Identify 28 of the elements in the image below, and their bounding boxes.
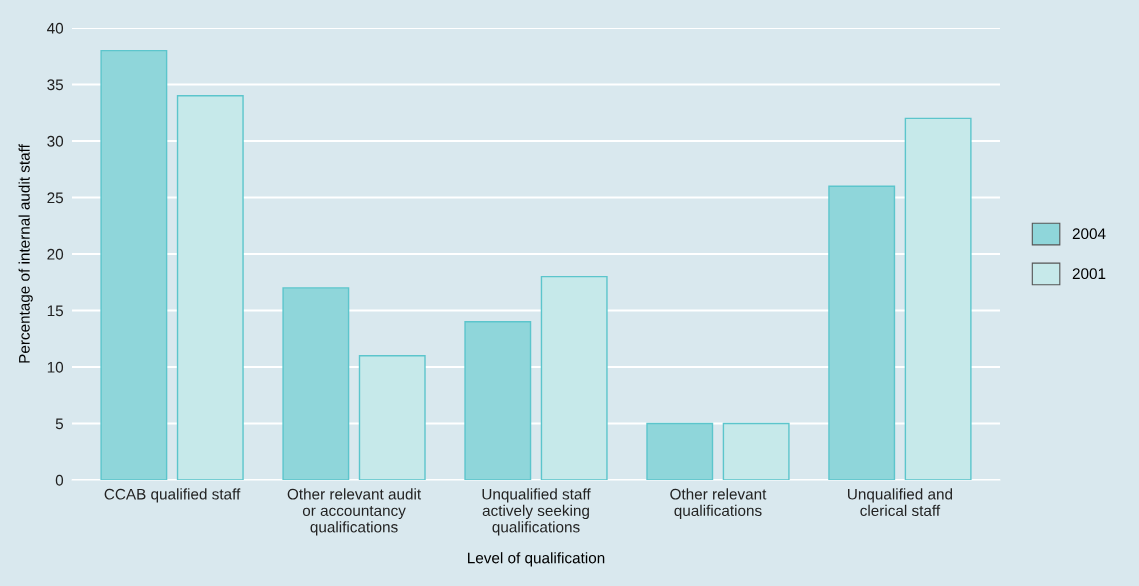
x-tick-label: Other relevant audit or accountancy qualifications (287, 488, 422, 536)
y-tick-label: 25 (47, 192, 64, 204)
x-tick-label: Unqualified staff actively seeking qualifications (482, 488, 591, 536)
bar (828, 185, 896, 480)
y-axis-title: Percentage of internal audit staff (18, 144, 33, 363)
y-tick-label: 20 (47, 248, 64, 260)
x-tick-label: CCAB qualified staff (104, 488, 241, 503)
bar (464, 321, 532, 480)
bar (722, 422, 790, 480)
bar (282, 287, 350, 480)
y-tick-label: 5 (55, 418, 64, 430)
y-tick-label: 10 (47, 361, 64, 373)
bar (100, 49, 168, 480)
legend-label: 2004 (1072, 228, 1106, 240)
y-tick-label: 35 (47, 79, 64, 91)
y-tick-label: 40 (47, 22, 64, 34)
x-tick-label: Unqualified and clerical staff (848, 488, 953, 517)
legend-label: 2001 (1072, 268, 1106, 280)
bar (540, 275, 608, 480)
y-tick-label: 0 (55, 474, 64, 486)
y-tick-label: 15 (47, 305, 64, 317)
bar (358, 355, 426, 480)
bar (176, 95, 244, 480)
y-tick-label: 30 (47, 135, 64, 147)
bar (904, 117, 972, 480)
x-axis-title: Level of qualification (468, 552, 605, 567)
bar (646, 422, 714, 480)
x-tick-label: Other relevant qualifications (670, 488, 767, 520)
